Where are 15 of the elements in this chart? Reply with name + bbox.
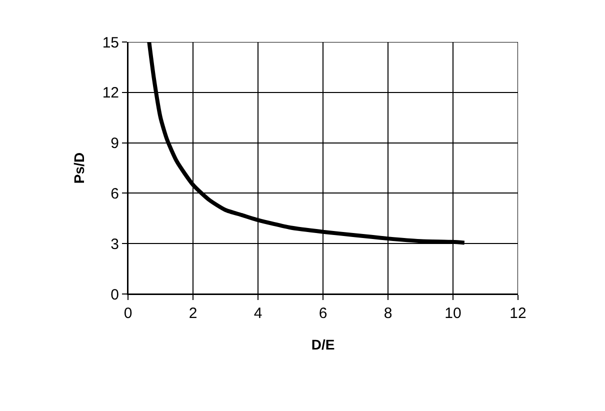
- x-tick-label: 10: [444, 305, 462, 322]
- x-tick-label: 6: [318, 305, 328, 322]
- y-axis-title: Ps/D: [70, 152, 87, 184]
- y-tick-label: 3: [110, 236, 119, 253]
- y-tick-label: 6: [110, 185, 119, 202]
- x-axis-title: D/E: [311, 336, 335, 352]
- x-tick-label: 0: [124, 305, 132, 322]
- x-tick-label: 2: [188, 305, 198, 322]
- x-tick-label: 4: [254, 305, 262, 322]
- x-tick-label: 12: [510, 305, 526, 322]
- y-tick-label: 0: [110, 286, 119, 304]
- x-tick-label: 8: [384, 305, 392, 322]
- y-tick-label: 12: [102, 84, 119, 102]
- y-tick-label: 15: [102, 34, 119, 52]
- y-tick-label: 9: [110, 135, 119, 152]
